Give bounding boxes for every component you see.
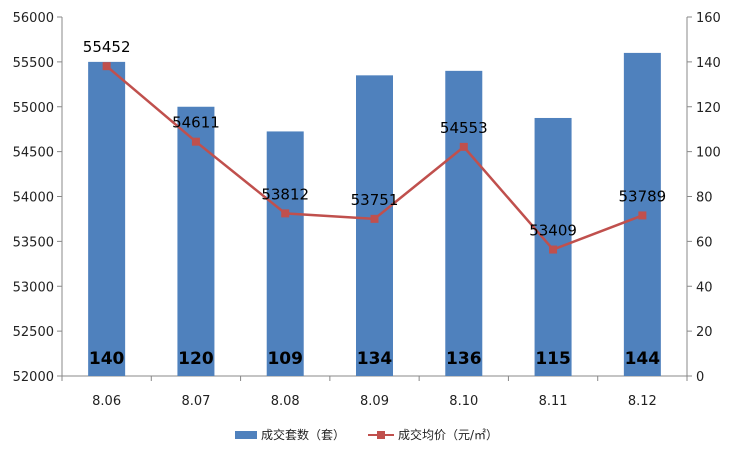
legend-label-price: 成交均价（元/㎡） <box>398 427 498 442</box>
legend-marker-price <box>377 431 385 439</box>
right-tick-label: 140 <box>696 56 721 71</box>
bar-value-label: 140 <box>89 349 125 369</box>
left-tick-label: 54500 <box>13 146 54 161</box>
price-marker <box>370 214 379 223</box>
left-tick-label: 56000 <box>13 11 54 26</box>
left-tick-label: 55500 <box>13 56 54 71</box>
price-value-label: 54611 <box>172 114 220 132</box>
price-marker <box>281 209 290 218</box>
price-value-label: 53751 <box>351 191 399 209</box>
x-tick-label: 8.10 <box>449 394 478 409</box>
bar-value-label: 134 <box>357 349 393 369</box>
right-tick-label: 40 <box>696 280 713 295</box>
bar <box>266 131 304 376</box>
price-marker <box>638 211 647 220</box>
x-tick-label: 8.08 <box>271 394 300 409</box>
right-tick-label: 20 <box>696 325 713 340</box>
price-marker <box>459 142 468 151</box>
price-value-label: 53789 <box>618 187 666 205</box>
price-marker <box>191 137 200 146</box>
right-tick-label: 120 <box>696 101 721 116</box>
bar-value-label: 136 <box>446 349 482 369</box>
legend-swatch-units <box>235 431 257 439</box>
bar <box>177 106 215 376</box>
x-tick-label: 8.07 <box>181 394 210 409</box>
x-tick-label: 8.06 <box>92 394 121 409</box>
legend: 成交套数（套） 成交均价（元/㎡） <box>235 427 498 442</box>
left-tick-label: 52500 <box>13 325 54 340</box>
left-tick-label: 52000 <box>13 370 54 385</box>
bar-value-label: 144 <box>625 349 661 369</box>
price-value-label: 54553 <box>440 119 488 137</box>
bars-group <box>88 52 661 377</box>
price-value-label: 53409 <box>529 222 577 240</box>
right-tick-label: 80 <box>696 191 713 206</box>
left-tick-label: 55000 <box>13 101 54 116</box>
bar <box>88 61 126 376</box>
price-line-group <box>102 62 647 254</box>
bar <box>445 70 483 376</box>
left-tick-label: 54000 <box>13 191 54 206</box>
price-value-label: 53812 <box>261 185 309 203</box>
bar-value-label: 120 <box>178 349 214 369</box>
x-tick-label: 8.12 <box>628 394 657 409</box>
right-tick-label: 60 <box>696 235 713 250</box>
right-tick-label: 0 <box>696 370 704 385</box>
axes: 52000 52500 53000 53500 54000 54500 55000 55500… <box>13 11 721 409</box>
bar-value-label: 115 <box>535 349 571 369</box>
data-labels: 140 120 109 134 136 115 144 55452 54611 53812 5375… <box>83 38 666 369</box>
price-marker <box>549 245 558 254</box>
right-tick-label: 160 <box>696 11 721 26</box>
price-value-label: 55452 <box>83 38 131 56</box>
right-tick-label: 100 <box>696 146 721 161</box>
x-tick-label: 8.11 <box>539 394 568 409</box>
left-tick-label: 53000 <box>13 280 54 295</box>
price-marker <box>102 62 111 71</box>
bar-value-label: 109 <box>267 349 303 369</box>
left-tick-label: 53500 <box>13 235 54 250</box>
x-tick-label: 8.09 <box>360 394 389 409</box>
bar <box>356 75 393 377</box>
legend-label-units: 成交套数（套） <box>261 427 345 442</box>
